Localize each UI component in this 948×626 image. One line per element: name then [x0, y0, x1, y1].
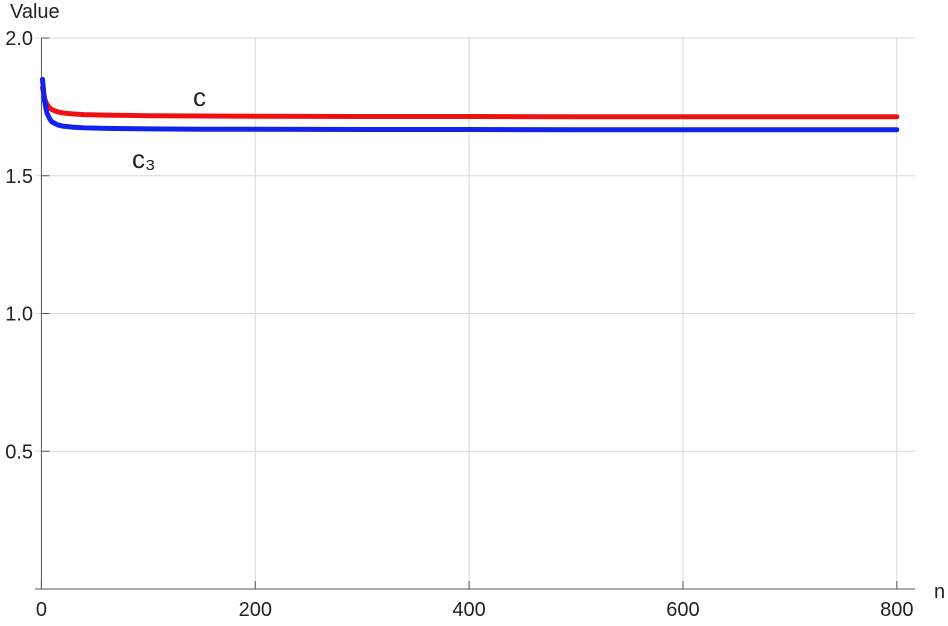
x-tick-label: 400	[452, 599, 485, 621]
series-line	[39, 76, 900, 133]
x-tick-label: 600	[666, 599, 699, 621]
x-tick-label: 0	[36, 599, 47, 621]
y-axis-label: Value	[10, 1, 60, 23]
y-tick-label: 1.5	[5, 166, 33, 188]
x-tick-label: 200	[239, 599, 272, 621]
series-label: c₃	[132, 144, 156, 174]
x-axis-label: n	[934, 581, 945, 603]
x-tick-label: 800	[880, 599, 913, 621]
y-tick-label: 1.0	[5, 304, 33, 326]
y-tick-label: 0.5	[5, 441, 33, 463]
series-line	[39, 85, 900, 120]
y-tick-label: 2.0	[5, 28, 33, 50]
series-label: c	[193, 82, 206, 112]
